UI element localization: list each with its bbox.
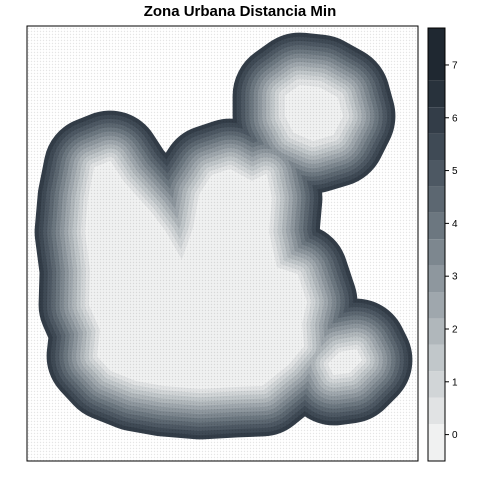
legend-band-3 (428, 344, 445, 372)
legend-band-10 (428, 160, 445, 187)
legend-band-9 (428, 186, 445, 213)
legend-ticks: 0 1 2 3 4 5 6 7 (445, 60, 458, 441)
legend-band-2 (428, 371, 445, 398)
legend-band-12 (428, 107, 445, 134)
legend-tick-label-6: 6 (452, 113, 458, 124)
legend-band-14 (428, 28, 445, 81)
raster-cell-texture (27, 26, 418, 461)
legend-frame (427, 27, 446, 462)
legend-band-0 (428, 424, 445, 461)
legend-bands (428, 28, 445, 461)
legend-tick-label-0: 0 (452, 430, 458, 441)
legend-tick-label-2: 2 (452, 324, 458, 335)
legend-tick-label-5: 5 (452, 166, 458, 177)
legend-tick-label-4: 4 (452, 219, 458, 230)
legend-band-7 (428, 239, 445, 266)
legend-band-8 (428, 212, 445, 240)
legend-tick-label-7: 7 (452, 60, 458, 71)
plot-frame (26, 25, 419, 462)
legend-tick-label-3: 3 (452, 272, 458, 283)
legend-band-6 (428, 265, 445, 293)
legend-band-13 (428, 80, 445, 108)
legend-band-1 (428, 397, 445, 425)
legend-band-5 (428, 292, 445, 319)
legend-tick-label-1: 1 (452, 377, 458, 388)
legend-band-11 (428, 133, 445, 161)
legend-band-4 (428, 318, 445, 345)
map-title: Zona Urbana Distancia Min (143, 3, 337, 20)
